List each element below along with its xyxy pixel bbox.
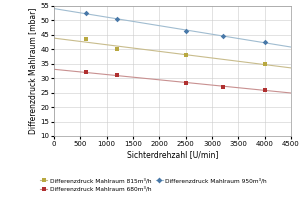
Point (262, 62, 267, 65)
Point (83, 38, 88, 41)
Point (83, 12, 88, 15)
Point (115, 17, 120, 21)
Point (220, 35, 225, 38)
Point (115, 74, 120, 77)
Point (83, 71, 88, 74)
Point (183, 29, 188, 32)
X-axis label: Sichterdrehzahl [U/min]: Sichterdrehzahl [U/min] (127, 150, 218, 159)
Point (183, 54, 188, 57)
Point (262, 88, 267, 91)
Point (262, 41, 267, 44)
Legend: Differenzdruck Mahlraum 815m³/h, Differenzdruck Mahlraum 680m³/h, Differenzdruck: Differenzdruck Mahlraum 815m³/h, Differe… (40, 178, 267, 192)
Point (183, 81, 188, 84)
Y-axis label: Differenzdruck Mahlraum [mbar]: Differenzdruck Mahlraum [mbar] (28, 8, 38, 134)
Point (220, 85, 225, 88)
Point (115, 48, 120, 51)
